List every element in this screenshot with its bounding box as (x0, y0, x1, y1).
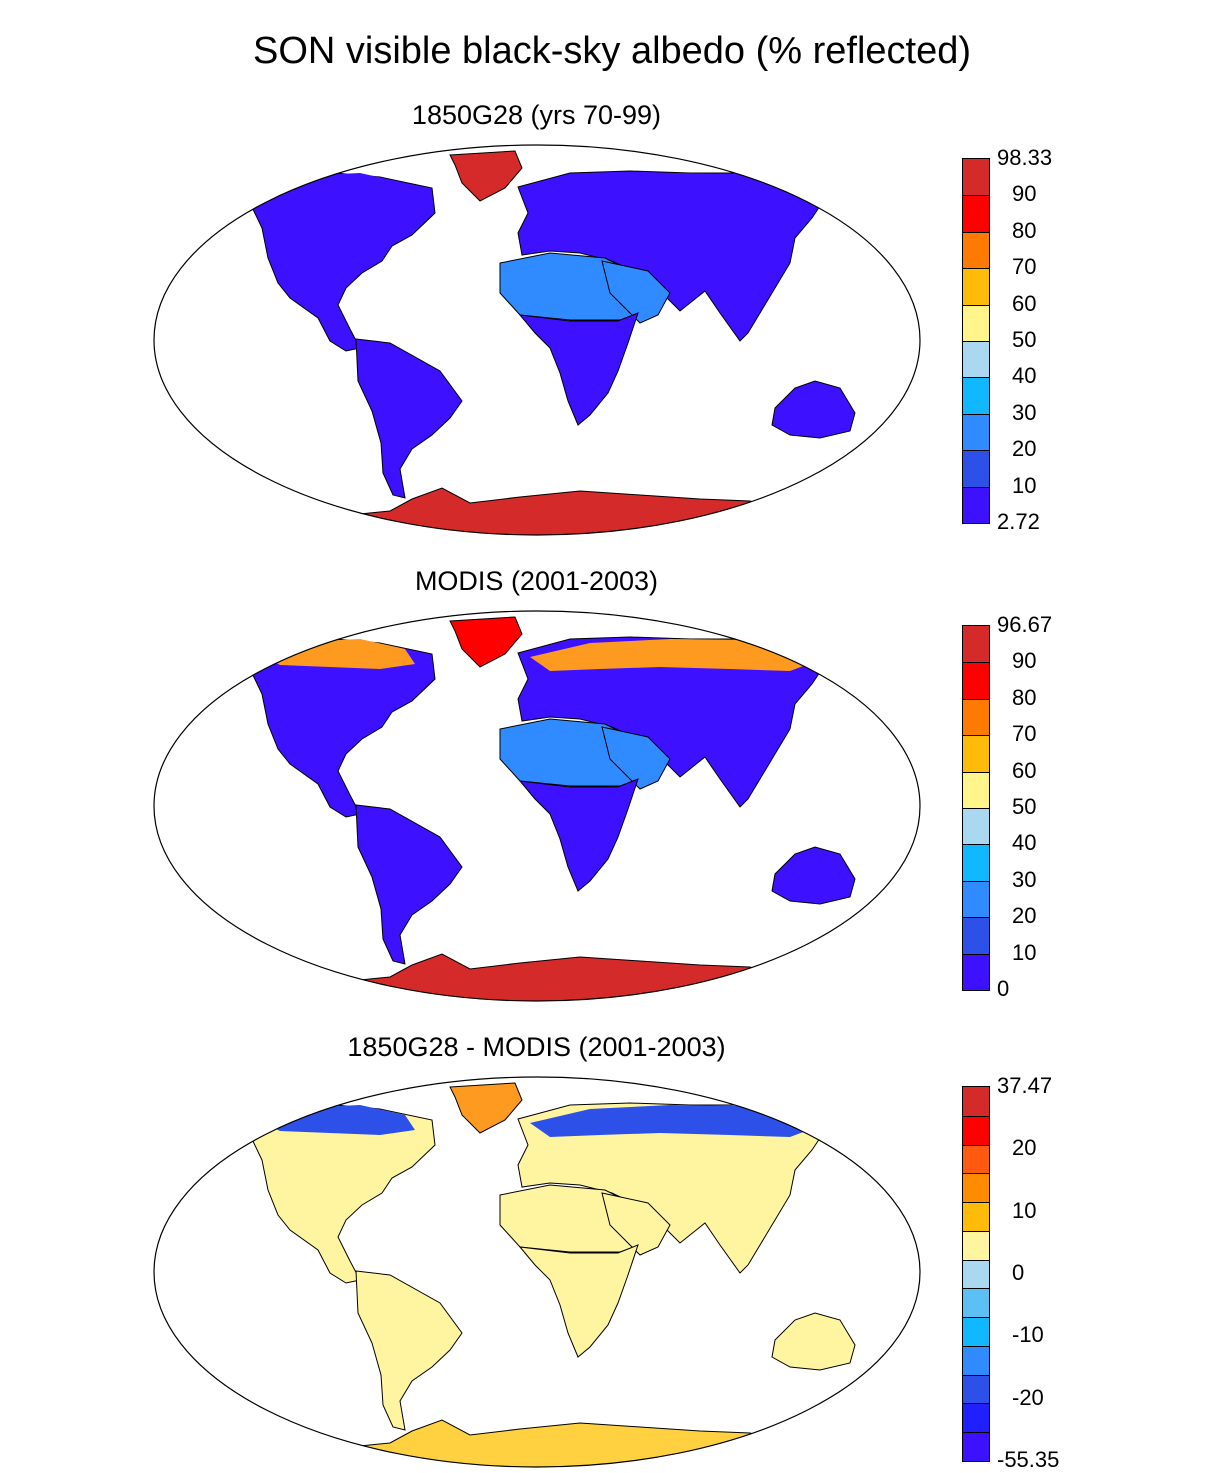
colorbar-segment (963, 808, 989, 845)
colorbar-tick-label: 0 (1012, 1260, 1025, 1285)
map-panel-1 (153, 144, 921, 536)
colorbar-segment (963, 1288, 989, 1318)
colorbar-segment (963, 1317, 989, 1346)
colorbar-tick-label: 50 (1012, 794, 1037, 819)
colorbar-tick-label: 60 (1012, 757, 1037, 783)
colorbar-segment (963, 1115, 989, 1145)
colorbar-tick-label: 80 (1012, 217, 1037, 243)
panel-3-title: 1850G28 - MODIS (2001-2003) (347, 1032, 726, 1062)
colorbar-tick-label: -20 (1012, 1384, 1044, 1410)
colorbar-panel-2 (962, 625, 990, 991)
colorbar-segment (963, 268, 989, 305)
colorbar-tick-label: 20 (1012, 436, 1037, 462)
colorbar-segment (963, 1403, 989, 1433)
colorbar-tick-label: 40 (1012, 363, 1037, 389)
colorbar-segment (963, 304, 989, 341)
region-antarctica (299, 1419, 791, 1467)
panel-2-title: MODIS (2001-2003) (414, 566, 659, 596)
colorbar-tick-label: 30 (1012, 866, 1037, 892)
map-outline (153, 610, 921, 1002)
figure-title: SON visible black-sky albedo (% reflecte… (252, 30, 972, 72)
colorbar-segment (963, 626, 989, 663)
colorbar-panel-3 (962, 1086, 990, 1462)
colorbar-segment (963, 662, 989, 699)
colorbar-segment (963, 1432, 989, 1461)
colorbar-segment (963, 450, 989, 487)
region-antarctica (299, 487, 791, 535)
region-arabia (601, 260, 671, 324)
panel-1-title: 1850G28 (yrs 70-99) (411, 100, 662, 130)
colorbar-segment (963, 377, 989, 414)
region-arabia (601, 1192, 671, 1256)
region-arctic-fringe (255, 1105, 822, 1137)
colorbar-segment (963, 771, 989, 808)
colorbar-tick-label: 70 (1012, 254, 1037, 280)
region-arctic-fringe (255, 639, 822, 671)
region-australia (771, 380, 856, 439)
region-north-america (244, 1104, 436, 1284)
colorbar-segment (963, 917, 989, 954)
region-greenland (449, 1082, 523, 1134)
region-arabia (601, 726, 671, 790)
region-australia (771, 1312, 856, 1371)
colorbar-tick-label: -55.35 (997, 1447, 1060, 1472)
colorbar-tick-label: 60 (1012, 290, 1037, 316)
region-antarctica (299, 953, 791, 1001)
colorbar-tick-label: 10 (1012, 1197, 1037, 1223)
colorbar-segment (963, 1173, 989, 1203)
colorbar-segment (963, 1230, 989, 1260)
colorbar-tick-label: 20 (1012, 1135, 1037, 1161)
colorbar-panel-1 (962, 158, 990, 524)
colorbar-segment (963, 231, 989, 269)
colorbar-segment (963, 735, 989, 772)
colorbar-tick-label: 90 (1012, 648, 1037, 674)
region-north-america (244, 638, 436, 818)
colorbar-segment (963, 1144, 989, 1174)
colorbar-segment (963, 159, 989, 196)
colorbar-segment (963, 880, 989, 918)
colorbar-segment (963, 698, 989, 736)
colorbar-segment (963, 413, 989, 451)
colorbar-tick-label: 96.67 (997, 612, 1053, 637)
colorbar-segment (963, 195, 989, 232)
colorbar-tick-label: 40 (1012, 830, 1037, 856)
region-australia (771, 846, 856, 905)
map-outline (153, 144, 921, 536)
map-panel-3 (153, 1076, 921, 1468)
colorbar-segment (963, 844, 989, 881)
region-africa-south (518, 312, 639, 426)
region-south-america (355, 1270, 463, 1431)
colorbar-tick-label: 20 (1012, 903, 1037, 929)
region-arctic-fringe (255, 173, 822, 205)
colorbar-segment (963, 1345, 989, 1375)
colorbar-tick-label: 2.72 (997, 509, 1040, 534)
colorbar-tick-label: 70 (1012, 721, 1037, 747)
colorbar-tick-label: -10 (1012, 1322, 1044, 1348)
region-africa-south (518, 1244, 639, 1358)
colorbar-tick-label: 37.47 (997, 1073, 1053, 1098)
colorbar-tick-label: 98.33 (997, 145, 1053, 170)
colorbar-tick-label: 90 (1012, 181, 1037, 207)
region-africa-south (518, 778, 639, 892)
map-outline (153, 1076, 921, 1468)
colorbar-tick-label: 30 (1012, 399, 1037, 425)
colorbar-tick-label: 10 (1012, 939, 1037, 965)
colorbar-tick-label: 10 (1012, 472, 1037, 498)
colorbar-segment (963, 1259, 989, 1289)
colorbar-segment (963, 341, 989, 378)
map-panel-2 (153, 610, 921, 1002)
colorbar-segment (963, 1087, 989, 1116)
colorbar-tick-label: 80 (1012, 684, 1037, 710)
region-south-america (355, 338, 463, 499)
colorbar-segment (963, 486, 989, 523)
region-greenland (449, 150, 523, 202)
region-greenland (449, 616, 523, 668)
colorbar-segment (963, 1374, 989, 1404)
colorbar-segment (963, 953, 989, 990)
region-north-america (244, 172, 436, 352)
region-south-america (355, 804, 463, 965)
colorbar-segment (963, 1202, 989, 1231)
colorbar-tick-label: 50 (1012, 327, 1037, 352)
colorbar-tick-label: 0 (997, 976, 1010, 1001)
